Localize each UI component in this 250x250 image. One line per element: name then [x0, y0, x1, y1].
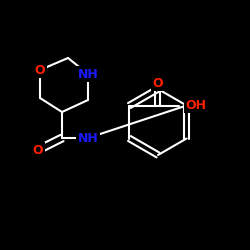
Text: NH: NH — [78, 132, 98, 144]
Text: O: O — [152, 77, 163, 90]
Text: O: O — [33, 144, 43, 156]
Text: NH: NH — [78, 68, 98, 80]
Text: OH: OH — [186, 99, 206, 112]
Text: O: O — [35, 64, 45, 76]
